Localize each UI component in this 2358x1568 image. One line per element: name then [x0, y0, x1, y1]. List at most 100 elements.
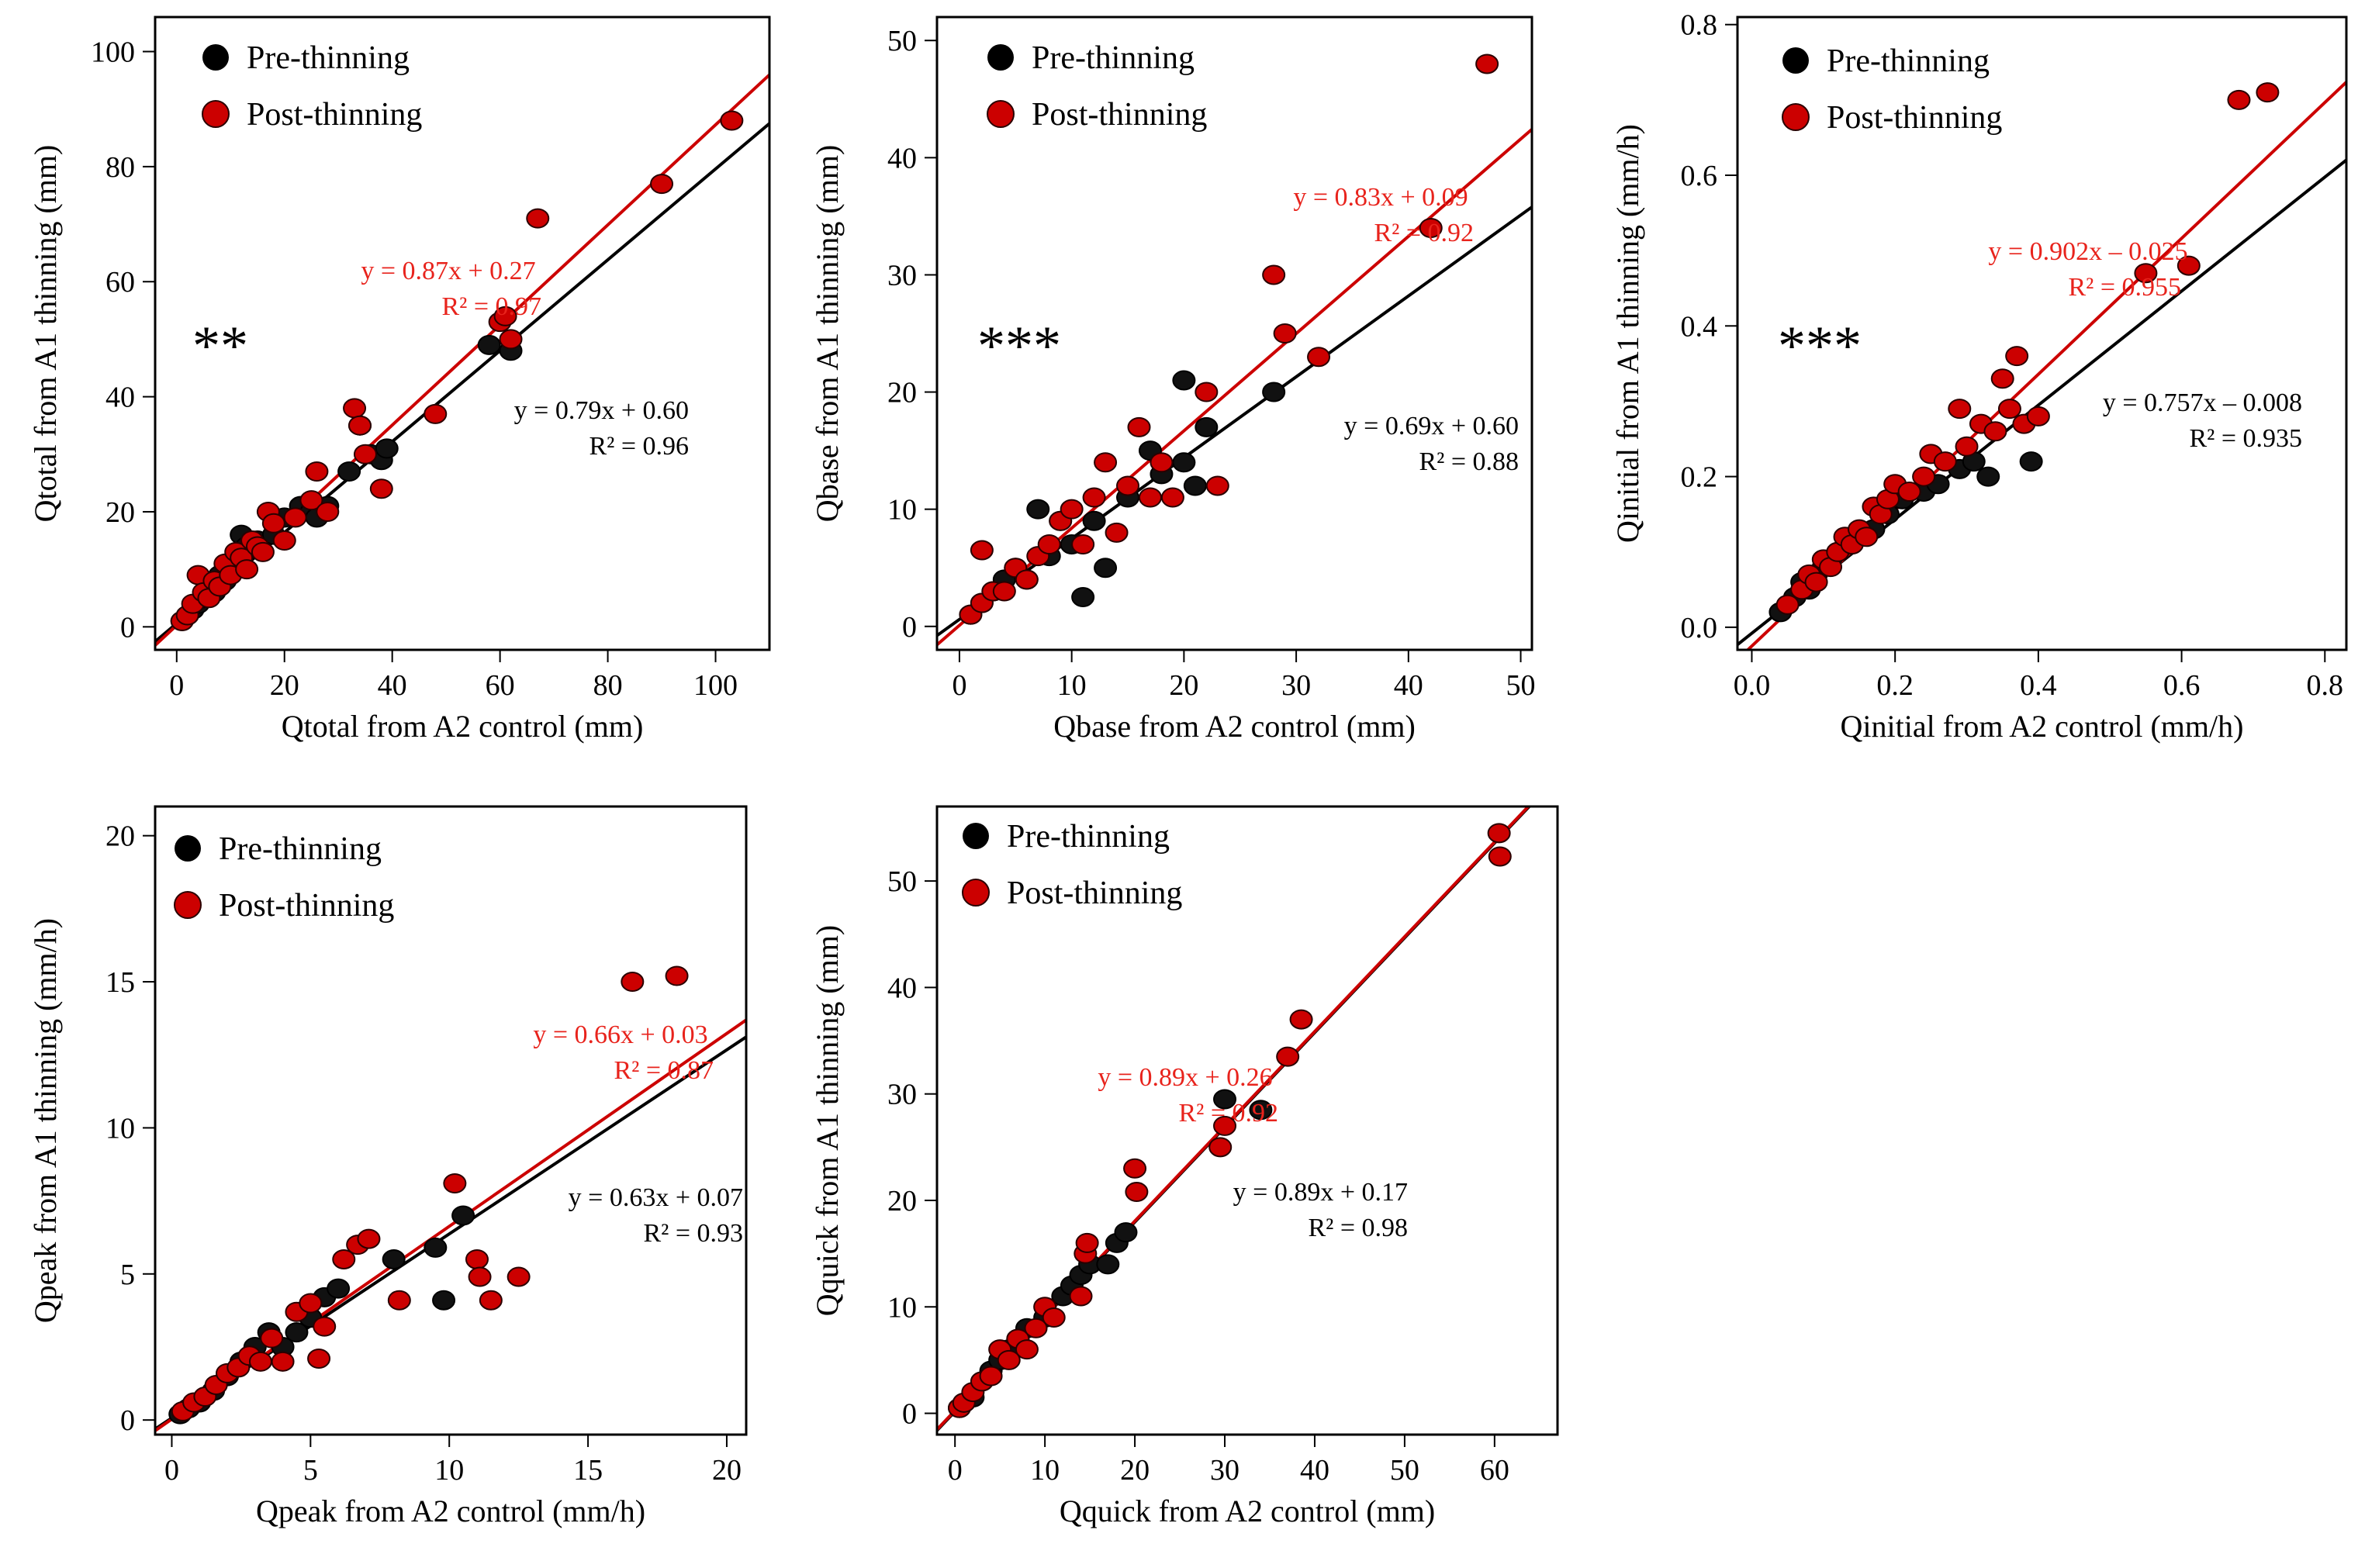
post-thinning-point — [1205, 475, 1229, 496]
legend: Pre-thinning Post-thinning — [174, 831, 394, 924]
post-fit-equation: y = 0.87x + 0.27 — [361, 257, 535, 285]
y-tick-label: 0 — [902, 611, 917, 644]
x-tick-label: 20 — [1120, 1454, 1150, 1487]
pre-thinning-point — [285, 1322, 309, 1343]
x-tick-label: 30 — [1281, 669, 1311, 702]
y-tick-label: 20 — [105, 820, 135, 853]
x-axis-label: Qquick from A2 control (mm) — [1060, 1494, 1435, 1528]
post-thinning-point — [251, 541, 275, 562]
post-thinning-point — [1273, 323, 1297, 344]
x-tick-label: 0 — [952, 669, 966, 702]
pre-thinning-point — [1213, 1089, 1237, 1110]
post-fit-equation: y = 0.902x – 0.025 — [1988, 237, 2187, 266]
post-thinning-point — [1487, 823, 1511, 844]
legend: Pre-thinning Post-thinning — [962, 819, 1182, 911]
pre-thinning-point — [1082, 510, 1106, 531]
post-thinning-point — [1955, 436, 1979, 457]
x-tick-label: 0 — [948, 1454, 963, 1487]
x-tick-label: 10 — [1030, 1454, 1060, 1487]
post-thinning-point — [621, 972, 645, 993]
pre-thinning-point — [477, 334, 501, 355]
post-thinning-point — [970, 540, 994, 561]
post-thinning-point — [526, 208, 550, 229]
y-tick-label: 0 — [120, 1404, 135, 1437]
post-fit-equation: y = 0.83x + 0.09 — [1293, 183, 1468, 212]
post-thinning-point — [1475, 54, 1499, 74]
post-thinning-point — [1082, 487, 1106, 508]
legend-pre-label: Pre-thinning — [1007, 819, 1170, 855]
data-points — [170, 110, 744, 631]
post-thinning-point — [316, 501, 340, 522]
y-tick-label: 0 — [120, 611, 135, 644]
post-thinning-point — [1037, 534, 1061, 554]
post-thinning-point — [1150, 452, 1174, 473]
data-points — [959, 54, 1499, 625]
x-tick-label: 10 — [434, 1454, 464, 1487]
y-tick-label: 10 — [105, 1112, 135, 1145]
pre-thinning-point — [382, 1249, 406, 1269]
data-points — [947, 823, 1512, 1418]
significance-stars: *** — [1778, 315, 1862, 377]
pre-thinning-point — [1172, 452, 1196, 473]
post-thinning-point — [1289, 1009, 1313, 1030]
x-tick-label: 40 — [1394, 669, 1423, 702]
pre-thinning-point — [1172, 370, 1196, 391]
post-thinning-point — [507, 1266, 531, 1287]
post-thinning-point — [493, 306, 517, 326]
post-thinning-point — [1933, 451, 1957, 472]
post-thinning-point — [1990, 368, 2014, 389]
significance-stars: *** — [977, 315, 1061, 377]
legend: Pre-thinning Post-thinning — [987, 40, 1207, 133]
x-tick-label: 0.4 — [2020, 669, 2057, 702]
y-tick-label: 100 — [91, 36, 135, 69]
pre-fit-r2: R² = 0.93 — [643, 1219, 743, 1248]
data-points — [1768, 82, 2280, 623]
panel-qbase: 0 10 20 30 40 50 0 10 20 30 40 50 Qbase from A2 cont… — [810, 16, 1536, 744]
post-thinning-point — [260, 1328, 284, 1349]
post-fit-equation: y = 0.89x + 0.26 — [1098, 1063, 1272, 1092]
post-thinning-point — [499, 329, 523, 350]
post-thinning-point — [348, 415, 372, 436]
legend-pre-marker — [987, 44, 1014, 71]
post-thinning-point — [343, 398, 367, 419]
post-thinning-point — [1160, 487, 1184, 508]
post-thinning-point — [1195, 382, 1219, 402]
post-thinning-point — [1775, 594, 1800, 615]
legend-pre-label: Pre-thinning — [1032, 40, 1195, 76]
pre-thinning-point — [327, 1278, 351, 1299]
post-thinning-point — [1804, 572, 1828, 592]
pre-fit-equation: y = 0.79x + 0.60 — [514, 396, 689, 425]
legend-post-marker — [987, 100, 1015, 128]
post-thinning-point — [1208, 1137, 1233, 1158]
x-tick-label: 60 — [486, 669, 515, 702]
x-tick-label: 0.6 — [2163, 669, 2201, 702]
y-tick-label: 0.6 — [1681, 160, 1718, 192]
post-thinning-point — [443, 1173, 467, 1193]
post-thinning-point — [479, 1290, 503, 1311]
pre-thinning-point — [432, 1290, 456, 1311]
post-fit-equation: y = 0.66x + 0.03 — [533, 1021, 707, 1049]
x-tick-label: 20 — [1169, 669, 1198, 702]
post-thinning-point — [2176, 255, 2201, 276]
post-thinning-point — [465, 1249, 489, 1269]
y-axis-label: Qinitial from A1 thinning (mm/h) — [1610, 124, 1645, 543]
y-tick-label: 40 — [887, 142, 917, 174]
post-thinning-point — [1948, 399, 1972, 420]
x-tick-label: 50 — [1390, 1454, 1419, 1487]
post-fit-r2: R² = 0.92 — [1374, 219, 1474, 247]
legend-post-marker — [202, 100, 230, 128]
pre-fit-r2: R² = 0.935 — [2189, 424, 2302, 453]
y-tick-label: 0.8 — [1681, 9, 1718, 42]
post-thinning-point — [2256, 82, 2280, 103]
legend-pre-marker — [1782, 47, 1809, 74]
pre-thinning-point — [1096, 1254, 1120, 1275]
pre-fit-equation: y = 0.757x – 0.008 — [2103, 389, 2302, 417]
legend-pre-marker — [202, 44, 229, 71]
post-thinning-point — [283, 507, 307, 528]
post-thinning-point — [353, 444, 377, 465]
pre-fit-equation: y = 0.63x + 0.07 — [569, 1183, 743, 1212]
y-tick-label: 20 — [105, 496, 135, 529]
y-axis-label: Qbase from A1 thinning (mm) — [810, 145, 845, 523]
x-axis-label: Qbase from A2 control (mm) — [1053, 709, 1416, 744]
y-tick-label: 5 — [120, 1259, 135, 1291]
